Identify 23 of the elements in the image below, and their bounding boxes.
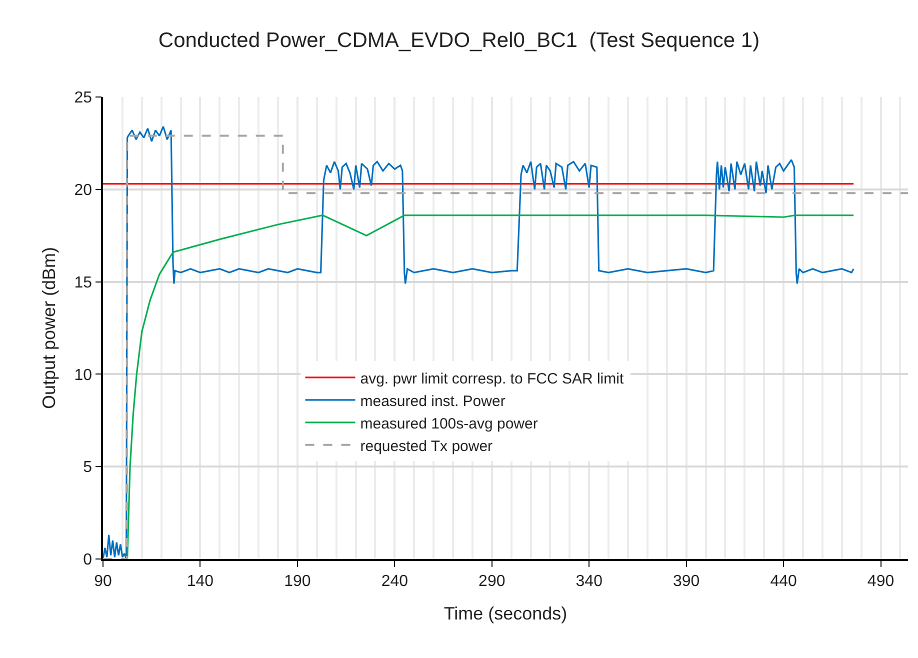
x-tick-label: 240 [381,572,408,590]
line-series [126,214,854,559]
x-tick-label: 90 [94,572,112,590]
x-tick-label: 190 [284,572,311,590]
x-tick-label: 390 [672,572,700,590]
chart-title: Conducted Power_CDMA_EVDO_Rel0_BC1 (Test Sequence 1) [158,28,760,52]
x-tick-label: 340 [576,572,603,590]
x-tick-label: 490 [867,572,894,590]
legend-label: measured 100s-avg power [360,415,538,432]
y-tick-label: 20 [74,182,92,199]
y-tick-label: 25 [74,90,92,107]
x-tick-label: 140 [186,572,214,590]
y-tick-label: 5 [83,459,92,476]
y-tick-label: 15 [74,274,92,292]
y-tick-label: 0 [83,552,92,569]
x-tick-label: 440 [770,572,798,590]
x-tick-label: 290 [478,572,506,590]
x-axis-title: Time (seconds) [444,604,568,624]
legend-label: requested Tx power [360,438,493,455]
legend-label: measured inst. Power [360,392,506,410]
y-axis-title: Output power (dBm) [38,246,59,410]
legend-label: avg. pwr limit corresp. to FCC SAR limit [360,370,624,388]
y-tick-label: 10 [74,366,92,384]
